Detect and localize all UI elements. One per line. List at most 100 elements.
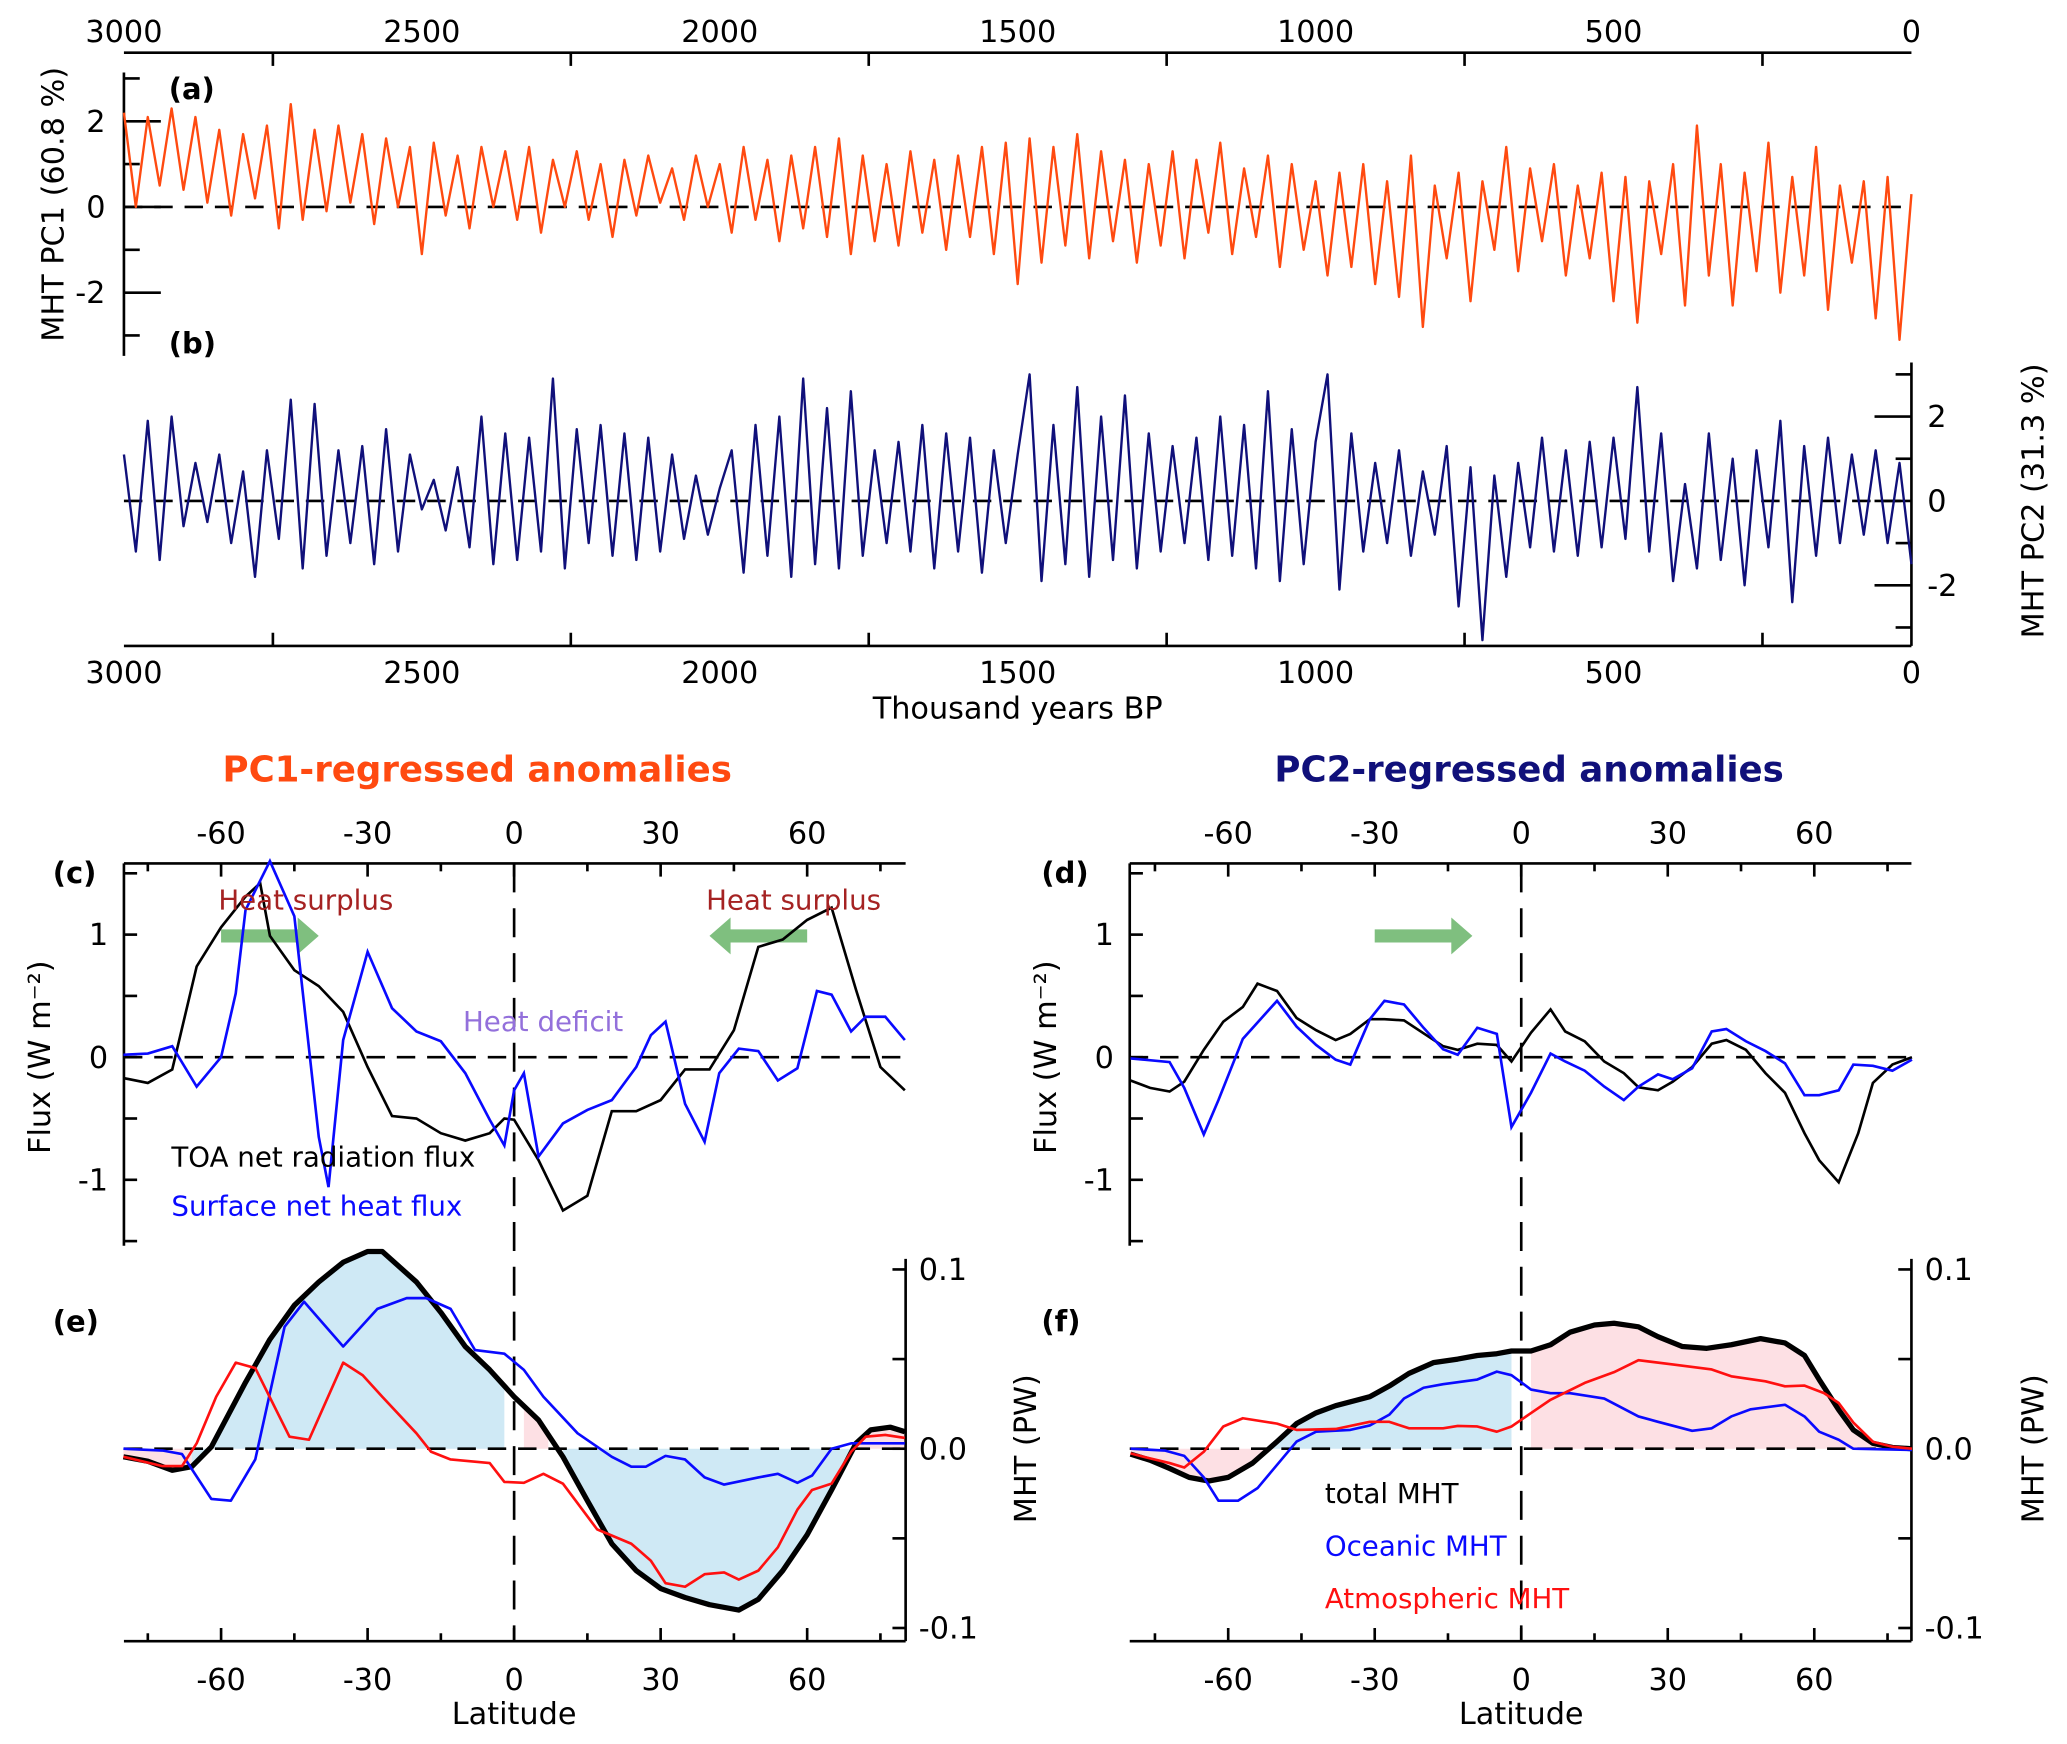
flux-y-tick-label: -1 [1084,1163,1114,1198]
flux-x-tick-label: -30 [1350,817,1399,852]
flux-x-tick-label: -60 [196,817,245,852]
panel-label-b: (b) [169,326,216,360]
pc2-y-tick-label: -2 [1927,569,1957,604]
mht-x-tick-label: 0 [504,1663,523,1698]
top-time-tick-label: 0 [1902,15,1921,50]
flux-x-tick-label: -30 [343,817,392,852]
panel-label-a: (a) [169,72,215,106]
axes-layer: 3000300025002500200020001500150010001000… [75,15,1983,1698]
text-layer: PC1-regressed anomalies PC2-regressed an… [23,67,2051,1732]
mht-y-tick-label: -0.1 [919,1612,978,1647]
flux-y-tick-label: 1 [89,918,108,953]
heat-surplus-right-label: Heat surplus [706,884,881,917]
bottom-time-tick-label: 3000 [85,656,162,691]
top-time-tick-label: 500 [1585,15,1643,50]
legend-oceanic-mht: Oceanic MHT [1325,1529,1507,1562]
mht-x-tick-label: -60 [196,1663,245,1698]
top-time-tick-label: 3000 [85,15,162,50]
mht-x-tick-label: -30 [1350,1663,1399,1698]
pc1-y-tick-label: 0 [86,191,105,226]
flux-x-tick-label: 0 [504,817,523,852]
mht-fill-blue [1272,1351,1512,1449]
bottom-time-tick-label: 1500 [979,656,1056,691]
legend-atmospheric-mht: Atmospheric MHT [1325,1582,1569,1615]
y-axis-label-flux-d: Flux (W m⁻²) [1029,960,1064,1153]
flux-x-tick-label: 60 [788,817,827,852]
top-time-tick-label: 2500 [383,15,460,50]
pc2-y-tick-label: 2 [1927,400,1946,435]
mht-line-oceanic-mht [123,1296,905,1503]
y-axis-label-pc1: MHT PC1 (60.8 %) [36,67,71,342]
panel-label-e: (e) [53,1304,99,1338]
legend-total-mht: total MHT [1325,1477,1459,1510]
legend-toa: TOA net radiation flux [170,1141,475,1174]
flux-y-tick-label: 1 [1095,918,1114,953]
flux-y-tick-label: -1 [78,1163,108,1198]
panel-label-c: (c) [53,856,97,890]
mht-y-tick-label: 0.1 [1925,1253,1973,1288]
mht-line-atmospheric-mht [1130,1358,1913,1469]
flux-x-tick-label: 30 [641,817,680,852]
flux-line-toa-net-radiation-flux [1130,982,1913,1185]
y-axis-label-mht-e: MHT (PW) [1009,1374,1044,1523]
x-axis-label-time: Thousand years BP [872,691,1163,726]
bottom-time-tick-label: 2000 [681,656,758,691]
mht-line-oceanic-mht [1130,1370,1912,1503]
bottom-time-tick-label: 1000 [1277,656,1354,691]
pc1-y-tick-label: -2 [75,276,105,311]
mht-y-tick-label: 0.0 [919,1432,967,1467]
pc1-y-tick-label: 2 [86,105,105,140]
y-axis-label-pc2: MHT PC2 (31.3 %) [2016,363,2051,638]
flux-line-surface-net-heat-flux [1130,998,1913,1138]
mht-line-total-mht [122,1248,906,1613]
flux-line-surface-net-heat-flux [123,857,906,1188]
heat-surplus-left-label: Heat surplus [218,884,393,917]
mht-x-tick-label: 60 [1795,1663,1834,1698]
mht-fill-blue [562,1448,852,1611]
mht-fill-pink [523,1406,549,1449]
mht-line-atmospheric-mht [123,1361,906,1589]
flux-x-tick-label: 30 [1648,817,1687,852]
bottom-time-tick-label: 500 [1585,656,1643,691]
heat-transport-arrow-left-icon [709,917,808,955]
top-time-tick-label: 2000 [681,15,758,50]
mht-y-tick-label: -0.1 [1925,1612,1984,1647]
mht-x-tick-label: 60 [788,1663,827,1698]
mht-x-tick-label: -60 [1203,1663,1252,1698]
bottom-time-tick-label: 2500 [383,656,460,691]
mht-line-total-mht [1129,1320,1913,1484]
top-time-tick-label: 1500 [979,15,1056,50]
mht-x-tick-label: 30 [641,1663,680,1698]
x-axis-label-latitude-f: Latitude [1459,1697,1584,1732]
mht-x-tick-label: 30 [1648,1663,1687,1698]
flux-x-tick-label: 0 [1512,817,1531,852]
pc2-series-line [122,373,1913,642]
x-axis-label-latitude-e: Latitude [452,1697,577,1732]
heat-transport-arrow-right-icon [1374,917,1473,955]
lines-layer [122,102,1913,1613]
legend-surface: Surface net heat flux [171,1189,462,1222]
panel-label-d: (d) [1041,856,1088,890]
panel-label-f: (f) [1041,1304,1080,1338]
mht-y-tick-label: 0.1 [919,1253,967,1288]
top-time-tick-label: 1000 [1277,15,1354,50]
mht-x-tick-label: 0 [1512,1663,1531,1698]
mht-y-tick-label: 0.0 [1925,1432,1973,1467]
pc2-y-tick-label: 0 [1927,484,1946,519]
pc1-series-line [122,102,1913,341]
mht-x-tick-label: -30 [343,1663,392,1698]
flux-x-tick-label: 60 [1795,817,1834,852]
mht-fill-pink [1531,1323,1912,1449]
fill-layer [123,1251,1912,1611]
flux-x-tick-label: -60 [1203,817,1252,852]
heat-deficit-label: Heat deficit [463,1005,623,1038]
y-axis-label-flux-c: Flux (W m⁻²) [23,960,58,1153]
flux-y-tick-label: 0 [1095,1041,1114,1076]
mht-fill-blue [191,1251,505,1467]
flux-y-tick-label: 0 [89,1041,108,1076]
bottom-time-tick-label: 0 [1902,656,1921,691]
pc2-panel-title: PC2-regressed anomalies [1274,750,1783,791]
pc1-panel-title: PC1-regressed anomalies [223,750,732,791]
y-axis-label-mht-f: MHT (PW) [2016,1374,2051,1523]
